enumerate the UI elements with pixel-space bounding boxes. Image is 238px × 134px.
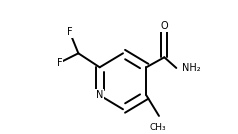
Text: F: F — [67, 27, 73, 37]
Text: CH₃: CH₃ — [149, 123, 166, 132]
Text: O: O — [160, 21, 168, 31]
Text: NH₂: NH₂ — [182, 63, 200, 73]
Text: N: N — [96, 90, 103, 100]
Text: F: F — [57, 58, 63, 68]
